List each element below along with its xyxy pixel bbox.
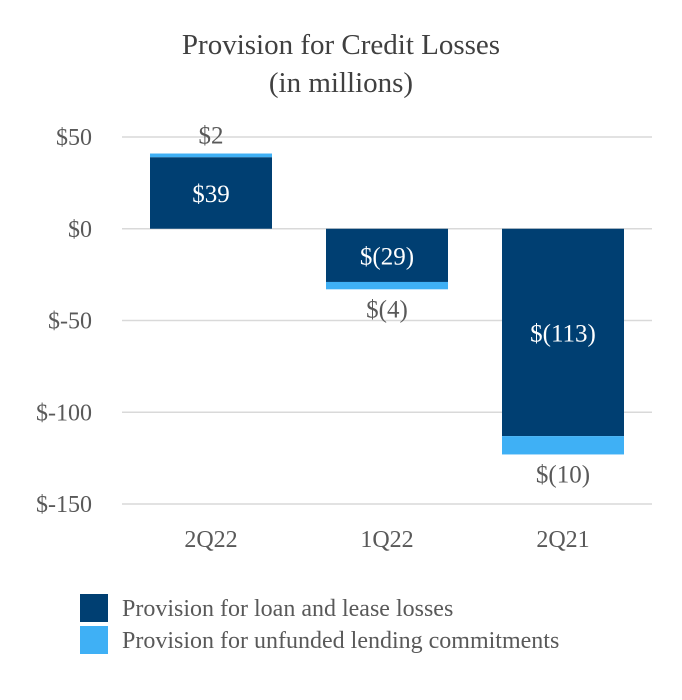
bar-unfunded [150, 153, 272, 158]
bar-loan-lease [326, 228, 448, 282]
y-tick-label: $-150 [36, 492, 92, 518]
data-label-unfunded: $2 [199, 123, 224, 150]
legend-swatch-loan-lease [80, 594, 108, 622]
legend-swatch-unfunded [80, 626, 108, 654]
bar-loan-lease [502, 228, 624, 437]
data-labels: $39 $2 $(29) $(4) $(113) $(10) [192, 123, 596, 489]
data-label-loan-lease: $(29) [360, 243, 414, 270]
y-tick-label: $50 [56, 125, 92, 151]
x-tick-label: 2Q22 [184, 527, 237, 553]
bar-unfunded [502, 436, 624, 455]
x-tick-label: 1Q22 [360, 527, 413, 553]
chart-subtitle: (in millions) [269, 67, 413, 99]
bar-loan-lease [150, 157, 272, 229]
legend-label-unfunded: Provision for unfunded lending commitmen… [122, 628, 559, 654]
y-tick-label: $0 [68, 217, 92, 243]
data-label-unfunded: $(4) [366, 296, 408, 323]
legend-label-loan-lease: Provision for loan and lease losses [122, 596, 453, 622]
y-tick-label: $-50 [48, 309, 92, 335]
legend: Provision for loan and lease losses Prov… [80, 594, 559, 654]
x-axis-categories: 2Q22 1Q22 2Q21 [184, 527, 589, 553]
bars [150, 153, 624, 455]
bar-unfunded [326, 281, 448, 290]
y-axis-ticks: $50 $0 $-50 $-100 $-150 [36, 125, 92, 518]
y-tick-label: $-100 [36, 400, 92, 426]
x-tick-label: 2Q21 [536, 527, 589, 553]
data-label-loan-lease: $(113) [530, 320, 596, 347]
data-label-loan-lease: $39 [192, 181, 230, 208]
chart-title: Provision for Credit Losses [182, 29, 500, 61]
data-label-unfunded: $(10) [536, 461, 590, 488]
